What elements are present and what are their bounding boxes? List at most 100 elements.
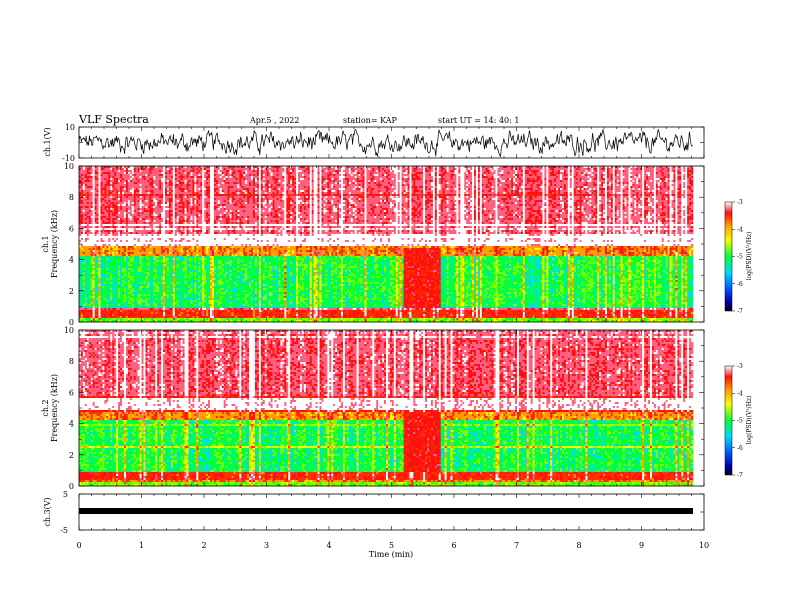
spectrogram-cell bbox=[349, 178, 351, 180]
spectrogram-cell bbox=[384, 176, 386, 178]
spectrogram-cell bbox=[97, 170, 99, 172]
spectrogram-cell bbox=[345, 170, 347, 172]
spectrogram-cell bbox=[329, 170, 331, 172]
spectrogram-cell bbox=[85, 172, 87, 174]
spectrogram-cell bbox=[118, 168, 120, 170]
spectrogram-cell bbox=[157, 182, 159, 184]
spectrogram-cell bbox=[580, 172, 582, 174]
spectrogram-cell bbox=[533, 170, 535, 172]
spectrogram-cell bbox=[95, 168, 97, 170]
spectrogram-cell bbox=[187, 180, 189, 182]
spectrogram-cell bbox=[488, 174, 490, 176]
spectrogram-cell bbox=[406, 176, 408, 178]
spectrogram-cell bbox=[132, 180, 134, 182]
spectrogram-cell bbox=[263, 174, 265, 176]
spectrogram-cell bbox=[623, 172, 625, 174]
spectrogram-cell bbox=[370, 174, 372, 176]
spectrogram-cell bbox=[591, 172, 593, 174]
spectrogram-cell bbox=[585, 174, 587, 176]
spectrogram-cell bbox=[454, 168, 456, 170]
spectrogram-cell bbox=[394, 178, 396, 180]
spectrogram-cell bbox=[527, 178, 529, 180]
spectrogram-cell bbox=[501, 174, 503, 176]
spectrogram-cell bbox=[118, 172, 120, 174]
spectrogram-cell bbox=[670, 170, 672, 172]
spectrogram-cell bbox=[421, 174, 423, 176]
spectrogram-cell bbox=[175, 182, 177, 184]
spectrogram-cell bbox=[261, 182, 263, 184]
spectrogram-cell bbox=[136, 168, 138, 170]
spectrogram-cell bbox=[91, 178, 93, 180]
spectrogram-cell bbox=[224, 180, 226, 182]
spectrogram-cell bbox=[466, 172, 468, 174]
spectrogram-cell bbox=[683, 170, 685, 172]
spectrogram-cell bbox=[290, 172, 292, 174]
spectrogram-cell bbox=[539, 172, 541, 174]
spectrogram-cell bbox=[388, 180, 390, 182]
spectrogram-cell bbox=[380, 178, 382, 180]
spectrogram-cell bbox=[85, 180, 87, 182]
spectrogram-cell bbox=[417, 174, 419, 176]
spectrogram-cell bbox=[216, 182, 218, 184]
spectrogram-cell bbox=[200, 174, 202, 176]
spectrogram-cell bbox=[206, 178, 208, 180]
spectrogram-cell bbox=[476, 174, 478, 176]
spectrogram-cell bbox=[89, 180, 91, 182]
spectrogram-cell bbox=[163, 178, 165, 180]
spectrogram-cell bbox=[99, 168, 101, 170]
spectrogram-cell bbox=[243, 172, 245, 174]
spectrogram-cell bbox=[144, 168, 146, 170]
spectrogram-cell bbox=[607, 174, 609, 176]
spectrogram-cell bbox=[427, 170, 429, 172]
spectrogram-cell bbox=[194, 182, 196, 184]
spectrogram-cell bbox=[632, 176, 634, 178]
spectrogram-cell bbox=[478, 178, 480, 180]
spectrogram-cell bbox=[282, 178, 284, 180]
spectrogram-cell bbox=[343, 178, 345, 180]
spectrogram-cell bbox=[580, 168, 582, 170]
spectrogram-cell bbox=[390, 170, 392, 172]
spectrogram-cell bbox=[376, 174, 378, 176]
spectrogram-cell bbox=[372, 180, 374, 182]
spectrogram-cell bbox=[128, 174, 130, 176]
spectrogram-cell bbox=[149, 172, 151, 174]
spectrogram-cell bbox=[282, 172, 284, 174]
spectrogram-cell bbox=[91, 180, 93, 182]
spectrogram-cell bbox=[359, 168, 361, 170]
spectrogram-cell bbox=[437, 170, 439, 172]
spectrogram-cell bbox=[321, 170, 323, 172]
spectrogram-cell bbox=[490, 172, 492, 174]
spectrogram-cell bbox=[89, 170, 91, 172]
spectrogram-cell bbox=[689, 178, 691, 180]
spectrogram-cell bbox=[456, 180, 458, 182]
spectrogram-cell bbox=[265, 176, 267, 178]
spectrogram-cell bbox=[187, 168, 189, 170]
spectrogram-cell bbox=[621, 176, 623, 178]
spectrogram-cell bbox=[685, 176, 687, 178]
spectrogram-cell bbox=[589, 176, 591, 178]
spectrogram-cell bbox=[93, 170, 95, 172]
spectrogram-cell bbox=[411, 170, 413, 172]
spectrogram-cell bbox=[525, 176, 527, 178]
ch1-waveform-panel: 10 -10 ch.1(V) bbox=[43, 123, 704, 163]
spectrogram-cell bbox=[544, 172, 546, 174]
spectrogram-cell bbox=[619, 180, 621, 182]
spectrogram-cell bbox=[521, 176, 523, 178]
spectrogram-cell bbox=[511, 176, 513, 178]
spectrogram-cell bbox=[497, 178, 499, 180]
spectrogram-cell bbox=[378, 176, 380, 178]
spectrogram-cell bbox=[537, 172, 539, 174]
spectrogram-cell bbox=[668, 174, 670, 176]
spectrogram-cell bbox=[124, 182, 126, 184]
spectrogram-cell bbox=[253, 172, 255, 174]
spectrogram-cell bbox=[165, 174, 167, 176]
spectrogram-cell bbox=[482, 176, 484, 178]
spectrogram-cell bbox=[441, 180, 443, 182]
ch1-spectrogram-panel: 0246810 ch.1 Frequency (kHz) bbox=[41, 162, 704, 327]
spectrogram-cell bbox=[523, 170, 525, 172]
spectrogram-cell bbox=[646, 168, 648, 170]
spectrogram-cell bbox=[439, 180, 441, 182]
spectrogram-cell bbox=[85, 176, 87, 178]
spectrogram-cell bbox=[568, 178, 570, 180]
spectrogram-cell bbox=[417, 180, 419, 182]
